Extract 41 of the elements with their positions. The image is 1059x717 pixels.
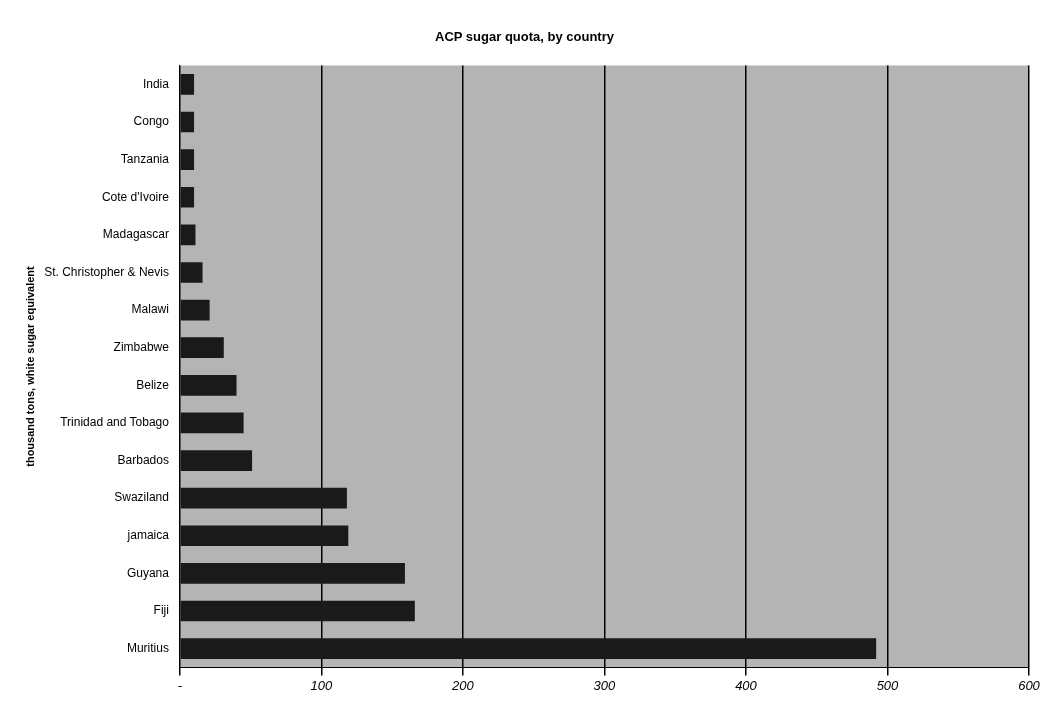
y-tick-label: Congo (133, 114, 170, 129)
y-tick-label: Cote d'Ivoire (101, 189, 170, 204)
y-tick-label: India (142, 76, 170, 91)
y-tick-label: Madagascar (102, 227, 169, 242)
y-tick-label: Guyana (126, 565, 170, 580)
bar (180, 111, 195, 133)
bar (180, 299, 210, 321)
x-tick-label: - (177, 677, 183, 693)
bar (180, 224, 196, 246)
bar (180, 412, 244, 434)
bar (180, 337, 224, 359)
bar (180, 149, 195, 170)
y-tick-label: St. Christopher & Nevis (44, 264, 169, 279)
y-tick-label: jamaica (126, 528, 170, 543)
y-axis-title: thousand tons, white sugar equivalent (23, 265, 36, 467)
y-tick-label: Belize (136, 377, 170, 392)
bar (180, 74, 195, 95)
bar (180, 262, 203, 283)
x-tick-label: 600 (1018, 677, 1041, 693)
bar (180, 487, 347, 509)
bar (180, 563, 405, 584)
chart-title: ACP sugar quota, by country (435, 29, 615, 45)
bar (180, 638, 877, 659)
bar (180, 600, 415, 622)
y-tick-label: Barbados (117, 452, 169, 467)
bar (180, 450, 253, 471)
bar (180, 374, 237, 396)
x-tick-label: 300 (593, 677, 617, 693)
y-tick-label: Tanzania (120, 151, 170, 166)
x-tick-label: 400 (735, 677, 758, 693)
x-tick-label: 500 (876, 677, 900, 693)
bar (180, 186, 195, 208)
x-tick-label: 200 (451, 677, 475, 693)
y-tick-label: Zimbabwe (113, 340, 170, 355)
y-tick-label: Fiji (153, 603, 169, 618)
bar (180, 525, 349, 547)
y-tick-label: Malawi (131, 302, 169, 317)
y-tick-label: Swaziland (114, 490, 169, 505)
y-tick-label: Muritius (126, 640, 169, 655)
y-tick-label: Trinidad and Tobago (60, 415, 170, 430)
x-tick-label: 100 (310, 677, 334, 693)
